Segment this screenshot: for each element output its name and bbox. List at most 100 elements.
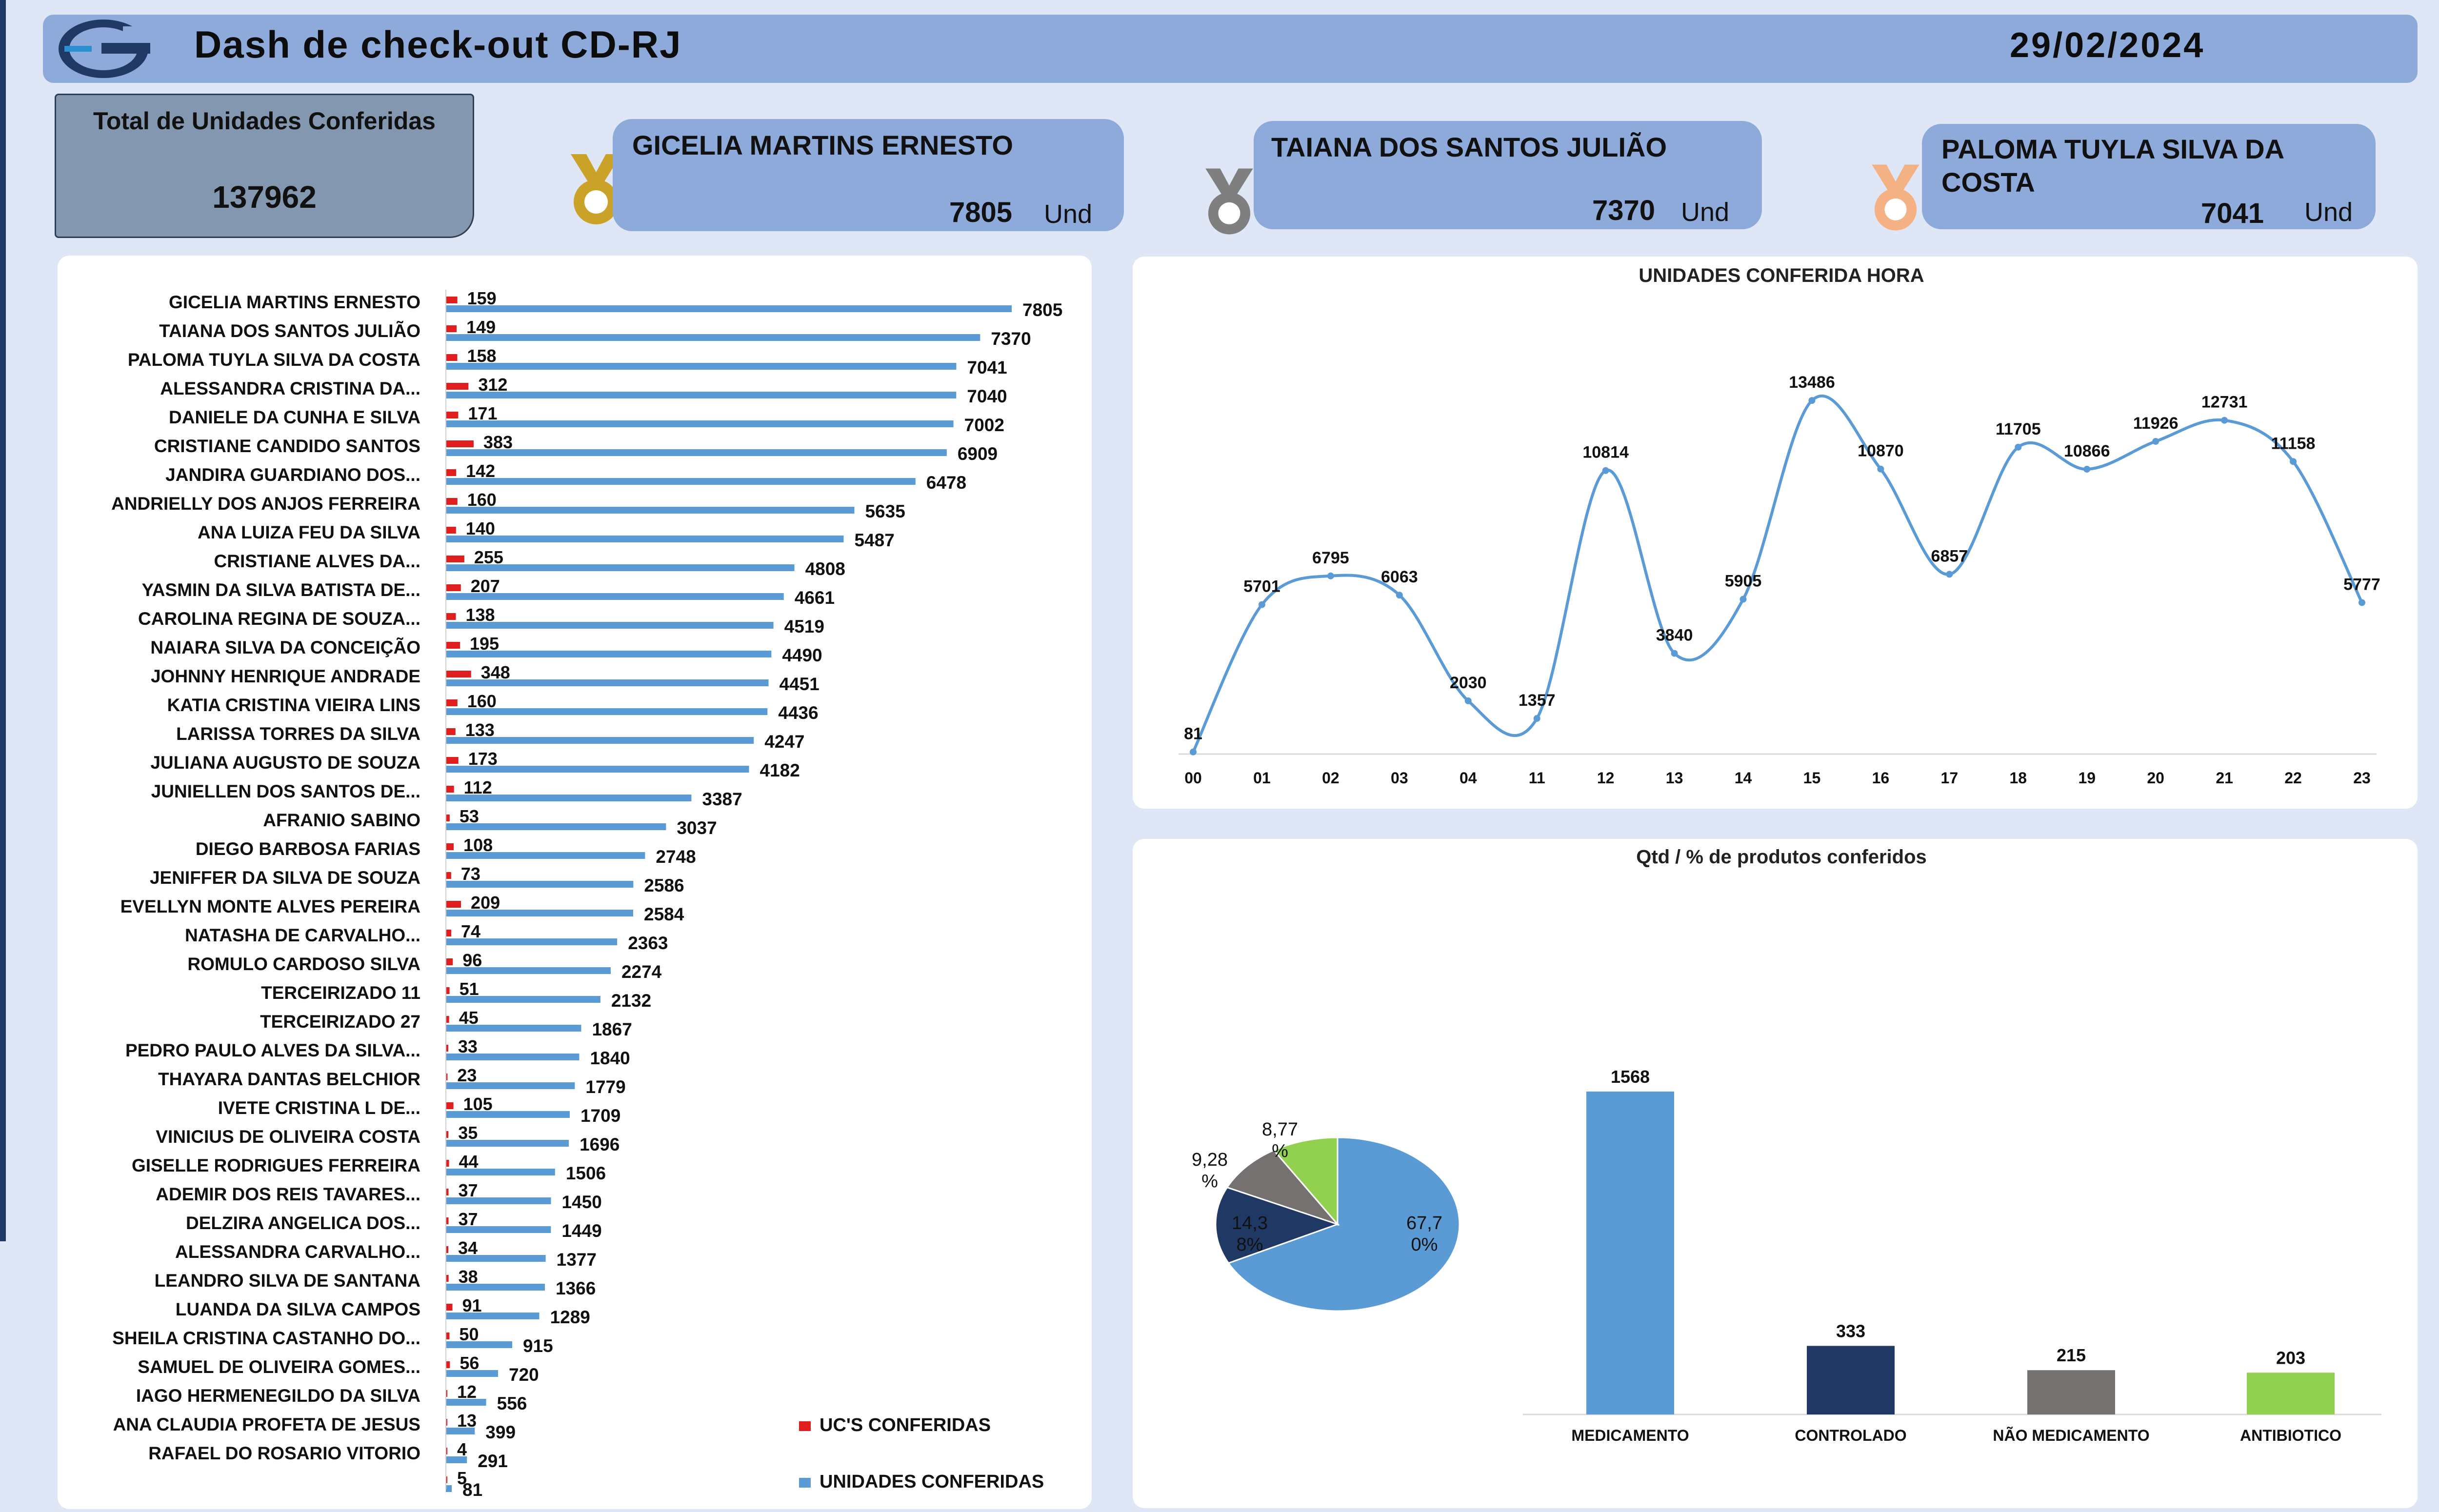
hourly-value-label: 13486	[1789, 373, 1835, 392]
pie-slice	[1272, 1136, 1339, 1227]
legend-uc-swatch	[799, 1421, 811, 1431]
uc-value-label: 207	[471, 576, 500, 596]
hourly-point	[2359, 599, 2365, 606]
uc-bar	[446, 1275, 449, 1282]
hourly-tick-label: 21	[2216, 769, 2233, 787]
hourly-point	[1258, 601, 1265, 608]
uc-value-label: 348	[481, 662, 510, 682]
unidades-bar	[446, 1082, 575, 1089]
ranking-label: JULIANA AUGUSTO DE SOUZA	[150, 753, 420, 773]
hourly-point	[2290, 458, 2297, 465]
legend-unidades-swatch	[799, 1478, 811, 1488]
uc-bar	[446, 440, 474, 447]
hourly-point	[2083, 465, 2091, 473]
unidades-value-label: 7805	[1022, 300, 1062, 320]
unidades-bar	[446, 334, 980, 341]
uc-bar	[446, 498, 458, 505]
ranking-label: NATASHA DE CARVALHO...	[185, 925, 420, 945]
product-category-label: ANTIBIOTICO	[2240, 1427, 2341, 1444]
unidades-value-label: 4451	[780, 674, 820, 694]
uc-bar	[446, 1102, 454, 1109]
hourly-value-label: 6795	[1312, 549, 1349, 567]
hourly-tick-label: 19	[2078, 769, 2096, 787]
unidades-value-label: 2132	[611, 991, 651, 1011]
hourly-tick-label: 03	[1391, 769, 1408, 787]
pie-slice	[1226, 1149, 1340, 1226]
podium-name-1: GICELIA MARTINS ERNESTO	[632, 130, 1013, 160]
uc-bar	[446, 469, 457, 476]
unidades-value-label: 2748	[656, 847, 696, 867]
ranking-label: YASMIN DA SILVA BATISTA DE...	[142, 580, 420, 600]
uc-bar	[446, 930, 451, 936]
unidades-bar	[446, 1255, 546, 1262]
uc-value-label: 312	[478, 375, 507, 395]
product-category-label: MEDICAMENTO	[1571, 1427, 1689, 1444]
hourly-value-label: 11158	[2271, 434, 2316, 453]
ranking-label: JUNIELLEN DOS SANTOS DE...	[151, 781, 420, 801]
unidades-bar	[446, 536, 844, 542]
podium-card-3: PALOMA TUYLA SILVA DA COSTA 7041 Und	[1922, 124, 2376, 229]
uc-bar	[446, 872, 451, 879]
uc-value-label: 12	[457, 1382, 477, 1402]
podium-value-2: 7370	[1592, 195, 1656, 226]
product-category-label: CONTROLADO	[1795, 1427, 1906, 1444]
uc-bar	[446, 1304, 453, 1311]
unidades-bar	[446, 852, 645, 859]
uc-value-label: 158	[467, 346, 496, 366]
uc-value-label: 45	[459, 1008, 479, 1028]
uc-bar	[446, 556, 464, 562]
unidades-value-label: 6478	[926, 473, 966, 493]
product-bar	[2247, 1373, 2335, 1414]
podium-card-1: GICELIA MARTINS ERNESTO 7805 Und	[613, 119, 1124, 231]
unidades-bar	[446, 996, 600, 1003]
hourly-value-label: 10870	[1858, 442, 1904, 460]
hourly-tick-label: 00	[1184, 769, 1202, 787]
ranking-label: SAMUEL DE OLIVEIRA GOMES...	[138, 1357, 420, 1377]
ranking-label: JANDIRA GUARDIANO DOS...	[165, 465, 420, 485]
unidades-bar	[446, 795, 692, 801]
unidades-value-label: 1377	[557, 1250, 597, 1270]
unidades-value-label: 556	[497, 1393, 527, 1413]
unidades-bar	[446, 593, 784, 600]
product-value-label: 333	[1836, 1321, 1865, 1341]
unidades-bar	[446, 737, 754, 744]
unidades-bar	[446, 1226, 551, 1233]
uc-bar	[446, 843, 454, 850]
ranking-label: ALESSANDRA CRISTINA DA...	[160, 378, 420, 398]
hourly-tick-label: 14	[1735, 769, 1752, 787]
ranking-label: RAFAEL DO ROSARIO VITORIO	[148, 1443, 420, 1463]
ranking-label: DELZIRA ANGELICA DOS...	[186, 1213, 420, 1233]
uc-value-label: 35	[458, 1123, 478, 1143]
hourly-tick-label: 23	[2353, 769, 2371, 787]
pie-slice-label-line: 67,7	[1406, 1213, 1442, 1233]
unidades-bar	[446, 651, 772, 657]
product-value-label: 215	[2057, 1345, 2086, 1365]
uc-value-label: 51	[460, 979, 479, 999]
legend-unidades-label: UNIDADES CONFERIDAS	[820, 1472, 1044, 1492]
hourly-point	[2152, 438, 2159, 445]
ranking-label: CAROLINA REGINA DE SOUZA...	[138, 609, 420, 629]
unidades-bar	[446, 1169, 555, 1175]
uc-bar	[446, 958, 453, 965]
pie-slice-label-line: %	[1201, 1171, 1218, 1192]
hourly-tick-label: 13	[1666, 769, 1683, 787]
unidades-value-label: 5487	[854, 530, 894, 550]
uc-value-label: 91	[462, 1295, 482, 1315]
uc-value-label: 34	[458, 1238, 478, 1258]
ranking-label: THAYARA DANTAS BELCHIOR	[158, 1069, 420, 1089]
unidades-bar	[446, 1428, 475, 1434]
hourly-point	[1533, 715, 1540, 722]
uc-value-label: 105	[463, 1094, 493, 1114]
unidades-value-label: 81	[462, 1480, 482, 1500]
ranking-label: ROMULO CARDOSO SILVA	[187, 954, 420, 974]
uc-bar	[446, 671, 471, 677]
uc-value-label: 149	[466, 317, 496, 337]
unidades-bar	[446, 679, 769, 686]
unidades-bar	[446, 363, 957, 370]
uc-bar	[446, 757, 459, 764]
unidades-bar	[446, 1284, 545, 1291]
pie-slice	[1227, 1136, 1460, 1312]
hourly-tick-label: 04	[1459, 769, 1477, 787]
unidades-bar	[446, 564, 795, 571]
uc-value-label: 33	[458, 1036, 478, 1056]
